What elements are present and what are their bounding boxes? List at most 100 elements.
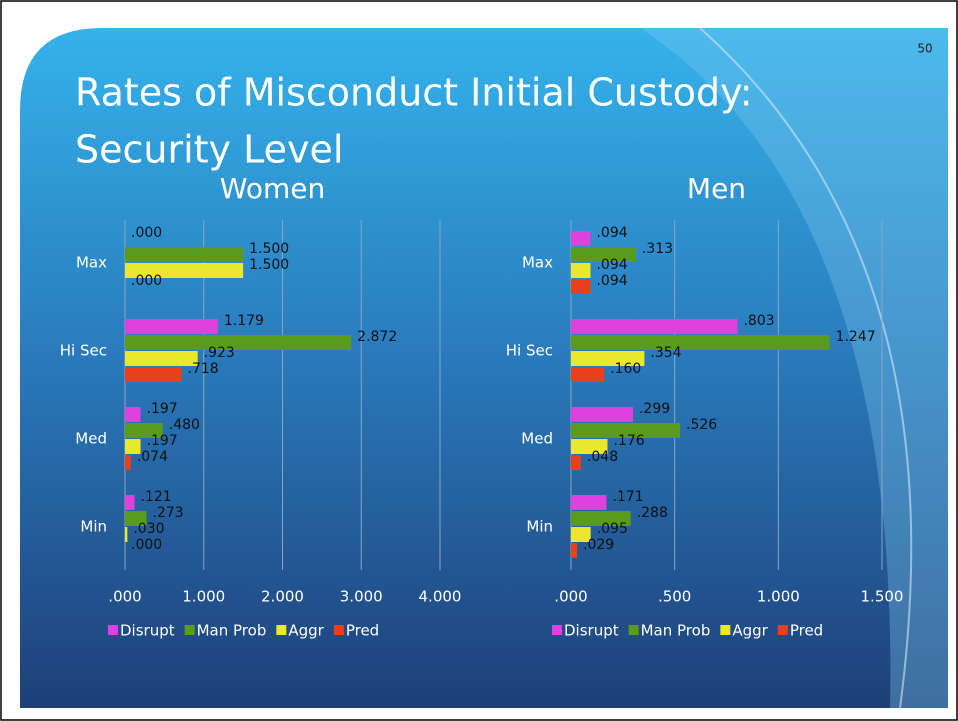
bar (125, 247, 244, 262)
legend-swatch (276, 625, 287, 635)
y-tick-label: Hi Sec (60, 342, 107, 360)
value-label: .074 (137, 449, 168, 465)
bar (571, 319, 738, 334)
value-label: 1.500 (249, 241, 289, 257)
bar (571, 367, 605, 382)
value-label: .299 (639, 401, 670, 417)
x-tick-label: 1.500 (861, 588, 904, 606)
value-label: .803 (743, 313, 774, 329)
legend-label: Man Prob (197, 622, 267, 640)
legend-swatch (333, 625, 344, 635)
value-label: .030 (133, 521, 164, 537)
y-tick-label: Med (75, 430, 107, 448)
slide-number: 50 (917, 42, 932, 56)
bar (125, 439, 141, 454)
bar (571, 279, 591, 294)
value-label: .197 (147, 433, 178, 449)
legend-swatch (108, 625, 118, 635)
value-label: .354 (650, 345, 681, 361)
title: Security Level (75, 128, 343, 172)
bar (571, 335, 830, 350)
value-label: .095 (597, 521, 628, 537)
legend-swatch (552, 625, 562, 635)
legend-swatch (184, 625, 195, 635)
bar (571, 511, 631, 526)
value-label: .176 (613, 433, 644, 449)
value-label: 1.247 (836, 329, 876, 345)
bar (125, 511, 147, 526)
value-label: .094 (596, 273, 627, 289)
legend-label: Pred (346, 622, 379, 640)
chart-title: Men (687, 172, 746, 205)
value-label: 1.500 (249, 257, 289, 273)
bar (571, 407, 633, 422)
title: Rates of Misconduct Initial Custody: (75, 71, 753, 115)
x-tick-label: .500 (658, 588, 691, 606)
value-label: .000 (131, 537, 162, 553)
x-tick-label: .000 (554, 588, 587, 606)
legend-label: Pred (790, 622, 823, 640)
value-label: .029 (583, 537, 614, 553)
legend-label: Disrupt (120, 622, 175, 640)
bar (125, 335, 352, 350)
x-tick-label: 2.000 (261, 588, 304, 606)
value-label: .121 (141, 489, 172, 505)
value-label: .094 (596, 257, 627, 273)
bar (571, 351, 645, 366)
legend-label: Disrupt (564, 622, 619, 640)
x-tick-label: 3.000 (340, 588, 383, 606)
y-tick-label: Max (76, 254, 107, 272)
x-tick-label: .000 (108, 588, 141, 606)
value-label: .480 (169, 417, 200, 433)
value-label: .000 (131, 225, 162, 241)
value-label: .526 (686, 417, 717, 433)
x-tick-label: 4.000 (419, 588, 462, 606)
y-tick-label: Max (522, 254, 553, 272)
bar (571, 247, 636, 262)
y-tick-label: Hi Sec (506, 342, 553, 360)
value-label: .273 (152, 505, 183, 521)
x-tick-label: 1.000 (182, 588, 225, 606)
value-label: 1.179 (224, 313, 264, 329)
legend-label: Man Prob (641, 622, 711, 640)
value-label: .288 (637, 505, 668, 521)
bar (125, 367, 182, 382)
value-label: .048 (587, 449, 618, 465)
bar (125, 319, 218, 334)
bar (125, 407, 141, 422)
bar (571, 439, 608, 454)
value-label: .160 (610, 361, 641, 377)
value-label: .718 (188, 361, 219, 377)
bar (571, 455, 581, 470)
slide-bg (20, 28, 948, 708)
bar (571, 543, 578, 558)
value-label: .197 (147, 401, 178, 417)
legend-swatch (720, 625, 731, 635)
legend-label: Aggr (732, 622, 768, 640)
value-label: .171 (612, 489, 643, 505)
legend-label: Aggr (288, 622, 324, 640)
value-label: 2.872 (357, 329, 397, 345)
y-tick-label: Min (80, 518, 107, 536)
bar (571, 527, 591, 542)
y-tick-label: Med (521, 430, 553, 448)
y-tick-label: Min (526, 518, 553, 536)
legend-swatch (777, 625, 788, 635)
chart-title: Women (220, 172, 325, 205)
x-tick-label: 1.000 (757, 588, 800, 606)
bar (571, 263, 591, 278)
bar (125, 527, 128, 542)
bar (571, 495, 607, 510)
bar (125, 495, 135, 510)
bar (125, 455, 131, 470)
bar (125, 423, 163, 438)
value-label: .313 (642, 241, 673, 257)
bar (571, 231, 591, 246)
decor-line (699, 27, 913, 709)
bar (571, 423, 681, 438)
bar (125, 263, 244, 278)
decor (640, 28, 948, 708)
value-label: .094 (596, 225, 627, 241)
value-label: .923 (204, 345, 235, 361)
